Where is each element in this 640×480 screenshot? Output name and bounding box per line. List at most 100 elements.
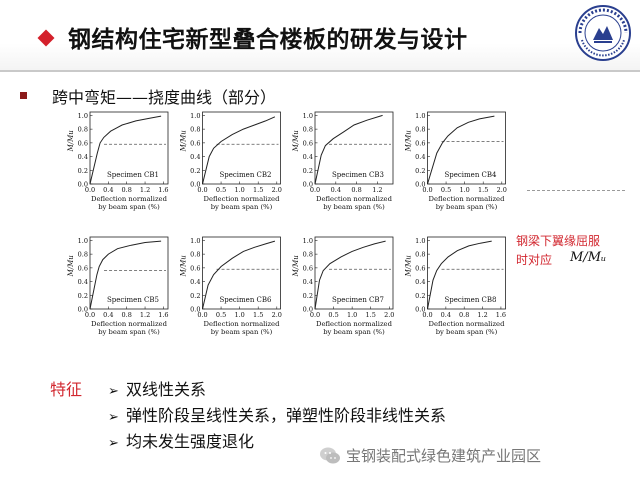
legend-dash-sample [527, 190, 625, 191]
x-tick-label: 0.4 [103, 186, 113, 194]
x-axis-label-line1: Deflection normalized [429, 195, 506, 203]
y-tick-label: 0.6 [78, 139, 88, 147]
x-tick-label: 0.5 [216, 311, 226, 319]
plot-frame [314, 111, 394, 185]
x-tick-label: 1.0 [459, 186, 469, 194]
x-axis-label-line2: by beam span (%) [98, 203, 160, 211]
y-tick-label: 0.4 [78, 278, 88, 286]
y-tick-label: 1.0 [78, 237, 88, 245]
y-tick-label: 0.4 [415, 278, 425, 286]
x-tick-label: 1.5 [478, 186, 488, 194]
y-axis-label: M/Mu [405, 130, 413, 153]
slide-title: 钢结构住宅新型叠合楼板的研发与设计 [68, 27, 468, 53]
chart-panel-1: 0.0 0.2 0.4 0.6 0.8 1.0 0.0 0.4 0.8 1.2 1.6 M/Mu Spe… [67, 111, 169, 211]
y-tick-label: 0.6 [303, 139, 313, 147]
x-axis-label-line1: Deflection normalized [204, 320, 281, 328]
y-tick-label: 0.4 [190, 153, 200, 161]
x-tick-label: 0.8 [122, 186, 132, 194]
moment-deflection-curve [427, 115, 495, 185]
x-tick-label: 0.0 [85, 311, 95, 319]
wechat-icon [320, 447, 340, 464]
annotation-math: M/Mᵤ [570, 250, 607, 265]
y-tick-label: 0.8 [190, 251, 200, 259]
y-tick-label: 0.0 [415, 306, 425, 314]
subtitle-bullet-icon [20, 92, 27, 99]
feature-item: ➢ 均未发生强度退化 [108, 428, 254, 452]
annotation-line1: 钢梁下翼缘屈服 [516, 234, 601, 248]
plot-frame [427, 236, 506, 310]
x-tick-label: 1.2 [140, 186, 150, 194]
x-tick-label: 0.5 [441, 186, 451, 194]
moment-deflection-curve [314, 114, 383, 185]
chart-panel-8: 0.0 0.2 0.4 0.6 0.8 1.0 0.0 0.4 0.8 1.2 1.6 M/Mu Spe… [405, 236, 506, 336]
y-tick-label: 0.2 [78, 292, 88, 300]
y-tick-label: 0.2 [303, 167, 313, 175]
y-tick-label: 0.0 [190, 306, 200, 314]
y-tick-label: 0.4 [190, 278, 200, 286]
x-tick-label: 1.6 [496, 311, 506, 319]
y-tick-label: 0.0 [303, 181, 313, 189]
specimen-curves-figure: 0.0 0.2 0.4 0.6 0.8 1.0 0.0 0.4 0.8 1.2 1.6 M/Mu Spe… [67, 111, 507, 336]
y-tick-label: 1.0 [415, 237, 425, 245]
y-tick-label: 0.4 [78, 153, 88, 161]
y-axis-label: M/Mu [67, 130, 75, 153]
x-tick-label: 0.4 [331, 186, 341, 194]
annotation-line2: 时对应 [516, 253, 553, 267]
specimen-label: Specimen CB5 [107, 296, 159, 304]
y-tick-label: 0.0 [190, 181, 200, 189]
watermark-text: 宝钢装配式绿色建筑产业园区 [346, 447, 542, 465]
y-tick-label: 0.8 [190, 126, 200, 134]
y-tick-label: 1.0 [303, 237, 313, 245]
x-axis-label-line1: Deflection normalized [316, 320, 393, 328]
x-axis-label-line1: Deflection normalized [204, 195, 281, 203]
x-axis-label-line2: by beam span (%) [211, 203, 273, 211]
x-tick-label: 0.8 [122, 311, 132, 319]
y-tick-label: 0.0 [303, 306, 313, 314]
specimen-label: Specimen CB3 [332, 171, 384, 179]
x-axis-label-line1: Deflection normalized [91, 320, 168, 328]
feature-text: 弹性阶段呈线性关系，弹塑性阶段非线性关系 [126, 406, 447, 425]
plot-frame [202, 111, 281, 185]
x-tick-label: 0.0 [310, 311, 320, 319]
specimen-label: Specimen CB6 [219, 296, 272, 304]
y-tick-label: 1.0 [190, 237, 200, 245]
x-axis-label-line1: Deflection normalized [429, 320, 506, 328]
y-tick-label: 0.2 [78, 167, 88, 175]
moment-deflection-curve [89, 240, 162, 310]
chart-panel-7: 0.0 0.2 0.4 0.6 0.8 1.0 0.0 0.5 1.0 1.5 2.0 M/Mu Spe… [292, 236, 394, 336]
x-tick-label: 0.0 [197, 311, 207, 319]
x-tick-label: 1.5 [253, 311, 263, 319]
y-tick-label: 0.8 [303, 251, 313, 259]
feature-item: ➢ 弹性阶段呈线性关系，弹塑性阶段非线性关系 [108, 402, 446, 426]
y-tick-label: 1.0 [78, 112, 88, 120]
x-tick-label: 2.0 [497, 186, 507, 194]
arrow-bullet-icon: ➢ [108, 410, 119, 425]
x-tick-label: 0.0 [197, 186, 207, 194]
slide-subtitle: 跨中弯矩——挠度曲线（部分） [52, 88, 277, 107]
x-tick-label: 1.6 [158, 311, 168, 319]
y-axis-label: M/Mu [180, 130, 188, 153]
y-axis-label: M/Mu [292, 255, 300, 278]
moment-deflection-curve [427, 240, 492, 310]
y-axis-label: M/Mu [67, 255, 75, 278]
y-tick-label: 1.0 [303, 112, 313, 120]
moment-deflection-curve [202, 116, 276, 185]
y-axis-label: M/Mu [292, 130, 300, 153]
x-axis-label-line2: by beam span (%) [98, 328, 160, 336]
y-tick-label: 0.4 [415, 153, 425, 161]
y-tick-label: 0.8 [303, 126, 313, 134]
x-tick-label: 0.4 [103, 311, 113, 319]
specimen-label: Specimen CB4 [444, 171, 497, 179]
x-axis-label-line2: by beam span (%) [211, 328, 273, 336]
y-tick-label: 0.2 [303, 292, 313, 300]
x-tick-label: 0.0 [85, 186, 95, 194]
x-tick-label: 0.4 [441, 311, 451, 319]
plot-frame [314, 236, 394, 310]
features-label: 特征 [50, 380, 83, 399]
y-tick-label: 1.0 [190, 112, 200, 120]
x-tick-label: 1.2 [372, 186, 382, 194]
x-tick-label: 0.0 [310, 186, 320, 194]
chart-panel-6: 0.0 0.2 0.4 0.6 0.8 1.0 0.0 0.5 1.0 1.5 2.0 M/Mu Spe… [180, 236, 282, 336]
y-tick-label: 0.0 [415, 181, 425, 189]
